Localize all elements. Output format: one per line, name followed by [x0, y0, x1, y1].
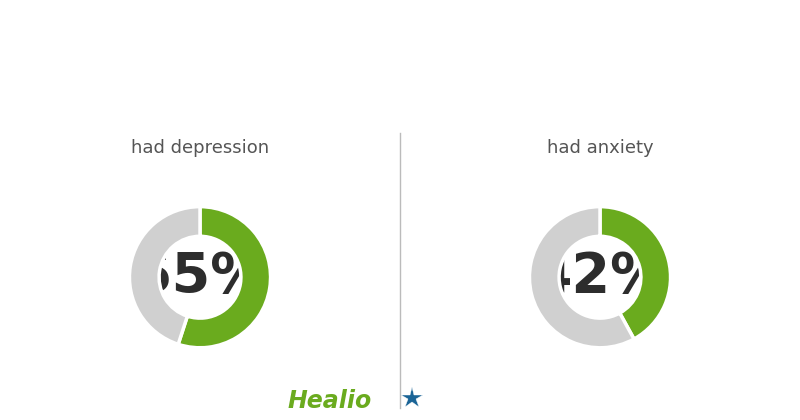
Wedge shape	[130, 207, 200, 344]
Wedge shape	[530, 207, 634, 348]
Text: had anxiety: had anxiety	[546, 139, 654, 157]
Text: Among women experiencing homelessness and: Among women experiencing homelessness an…	[121, 33, 679, 53]
Text: Healio: Healio	[288, 389, 372, 413]
Text: 42%: 42%	[534, 250, 666, 304]
Text: had depression: had depression	[131, 139, 269, 157]
Wedge shape	[178, 207, 270, 348]
Text: 55%: 55%	[134, 250, 266, 304]
Wedge shape	[600, 207, 670, 339]
Text: unstable housing during the COVID-19 pandemic:: unstable housing during the COVID-19 pan…	[109, 79, 691, 99]
